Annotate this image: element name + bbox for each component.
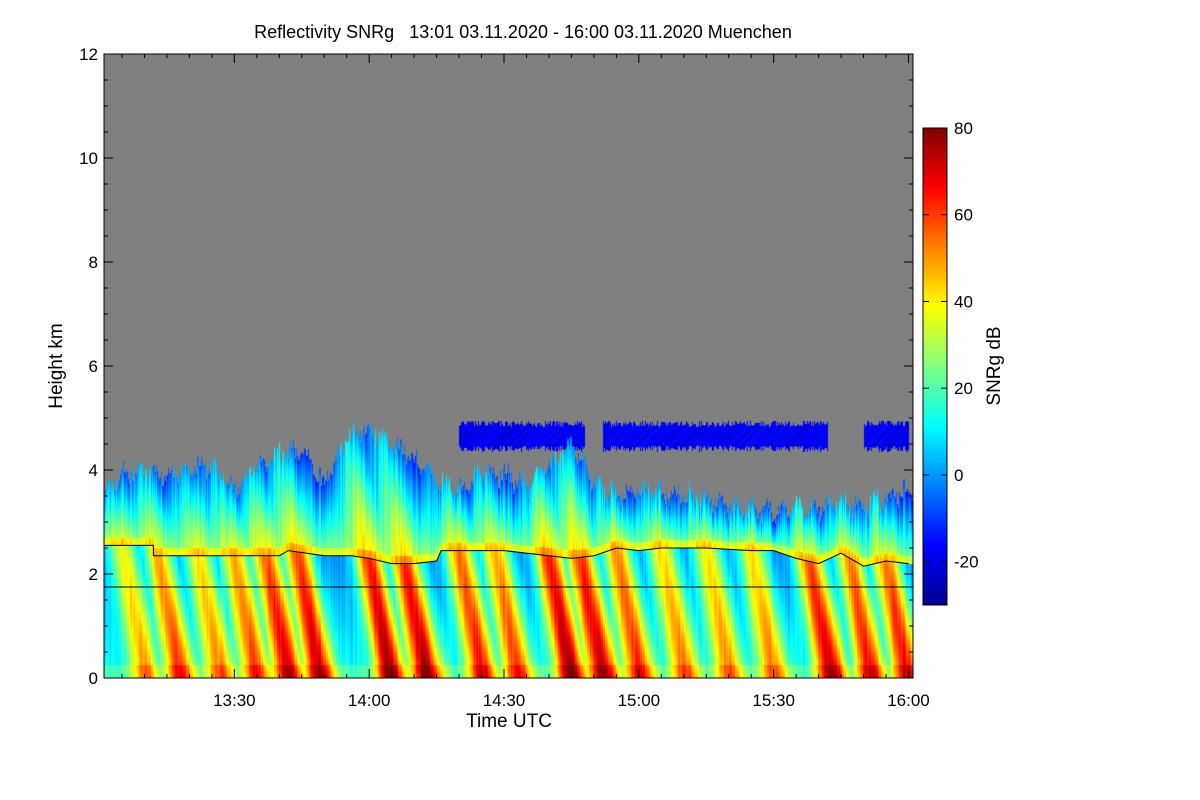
- plot-area: [103, 53, 914, 679]
- y-tick-label: 8: [89, 253, 98, 272]
- y-tick-label: 12: [79, 45, 98, 64]
- chart-title: Reflectivity SNRg 13:01 03.11.2020 - 16:…: [254, 22, 792, 42]
- x-tick-label: 15:00: [618, 691, 661, 710]
- y-tick-label: 4: [89, 461, 98, 480]
- colorbar: -20 0 20 40 60 80 SNRg dB: [922, 119, 1005, 606]
- y-tick-label: 6: [89, 357, 98, 376]
- y-tick-label: 2: [89, 565, 98, 584]
- colorbar-tick-label: 60: [954, 206, 973, 225]
- colorbar-tick-label: 80: [954, 119, 973, 138]
- y-tick-label: 10: [79, 149, 98, 168]
- colorbar-tick-label: 0: [954, 466, 963, 485]
- x-axis-ticks: 13:30 14:00 14:30 15:00 15:30 16:00: [121, 54, 930, 710]
- y-axis-ticks: 0 2 4 6 8 10 12: [79, 45, 913, 688]
- colorbar-tick-label: 20: [954, 379, 973, 398]
- colorbar-ticks: -20 0 20 40 60 80: [923, 119, 979, 572]
- snr-heatmap: [104, 54, 913, 678]
- y-axis-label: Height km: [46, 323, 67, 409]
- colorbar-scale: [922, 127, 948, 606]
- x-tick-label: 14:00: [348, 691, 391, 710]
- x-tick-label: 13:30: [213, 691, 256, 710]
- x-axis-label: Time UTC: [466, 711, 552, 732]
- colorbar-label: SNRg dB: [984, 326, 1005, 405]
- colorbar-tick-label: 40: [954, 292, 973, 311]
- x-tick-label: 16:00: [887, 691, 930, 710]
- x-tick-label: 15:30: [752, 691, 795, 710]
- y-tick-label: 0: [89, 669, 98, 688]
- x-tick-label: 14:30: [483, 691, 526, 710]
- colorbar-tick-label: -20: [954, 553, 979, 572]
- bright-band-line: [104, 544, 909, 567]
